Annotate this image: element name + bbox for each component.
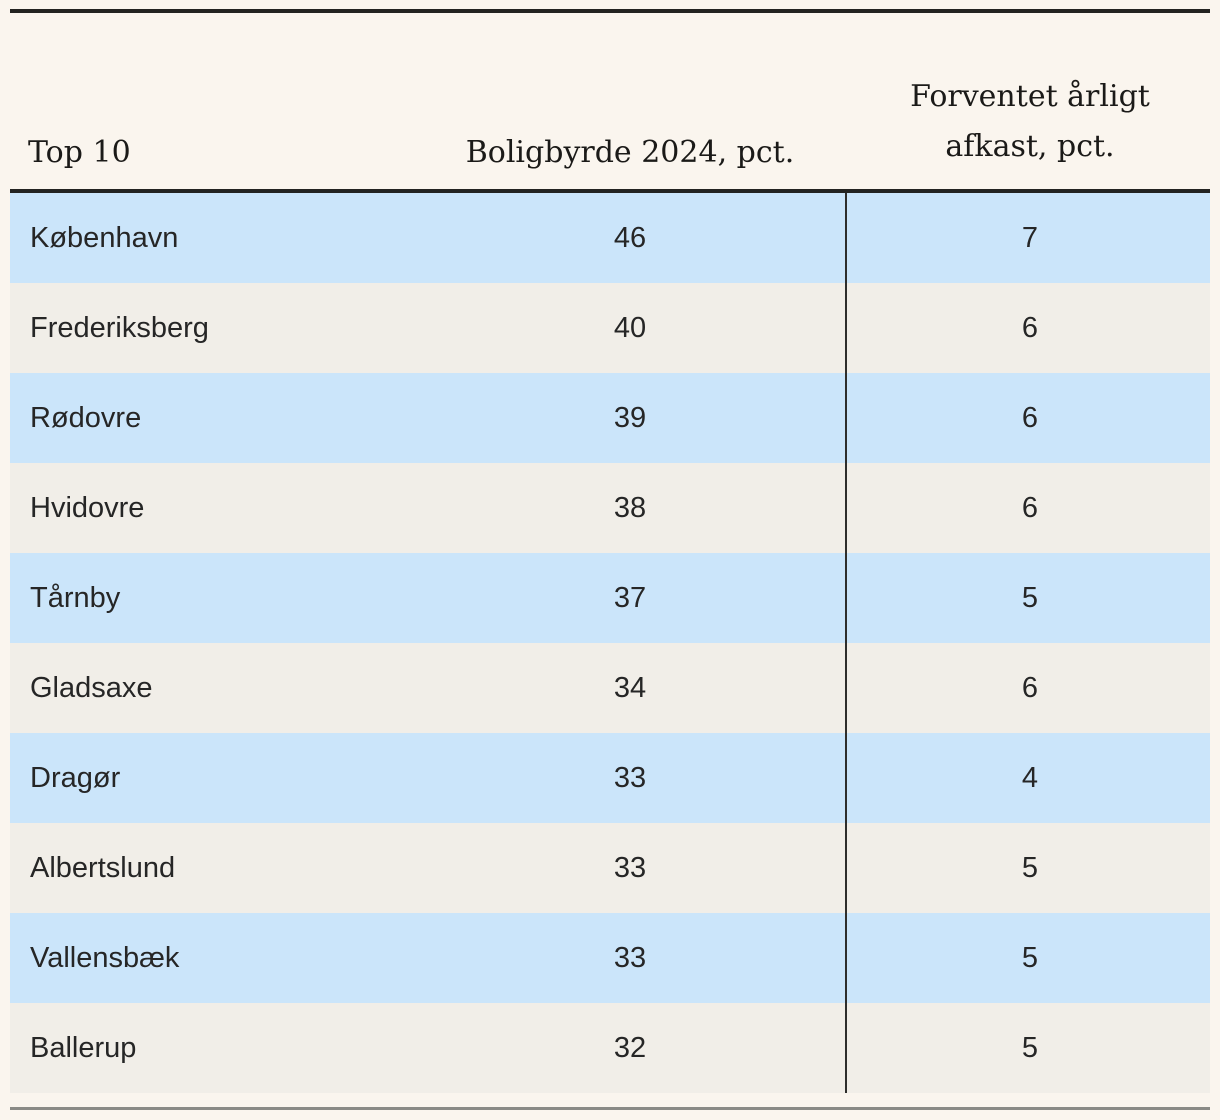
boligbyrde-value-cell: 32 (613, 1031, 647, 1064)
municipality-name-cell: Ballerup (30, 1031, 137, 1064)
table-row: Tårnby 37 5 (10, 553, 1210, 643)
afkast-value-cell: 7 (1021, 221, 1039, 254)
afkast-value-cell: 5 (1021, 1031, 1039, 1064)
municipality-name-cell: Dragør (30, 761, 121, 794)
municipality-name-cell: Albertslund (30, 851, 176, 884)
afkast-value-cell: 5 (1021, 581, 1039, 614)
afkast-value-cell: 6 (1021, 311, 1039, 344)
table-header-row: Top 10 Boligbyrde 2024, pct. Forventet å… (10, 13, 1210, 189)
boligbyrde-value-cell: 33 (613, 761, 647, 794)
table-row: Albertslund 33 5 (10, 823, 1210, 913)
boligbyrde-value-cell: 34 (613, 671, 647, 704)
column-header-afkast-line1: Forventet årligt (910, 79, 1150, 114)
column-header-afkast: Forventet årligt afkast, pct. (850, 72, 1210, 189)
boligbyrde-value-cell: 39 (613, 401, 647, 434)
table-row: Vallensbæk 33 5 (10, 913, 1210, 1003)
column-divider (845, 193, 847, 1093)
afkast-value-cell: 6 (1021, 491, 1039, 524)
table-row: Ballerup 32 5 (10, 1003, 1210, 1093)
table-row: Frederiksberg 40 6 (10, 283, 1210, 373)
table-row: Hvidovre 38 6 (10, 463, 1210, 553)
boligbyrde-value-cell: 46 (613, 221, 647, 254)
boligbyrde-value-cell: 40 (613, 311, 647, 344)
bottom-rule (10, 1107, 1210, 1110)
municipality-name-cell: Vallensbæk (30, 941, 180, 974)
municipality-name-cell: Tårnby (30, 581, 121, 614)
municipality-name-cell: Gladsaxe (30, 671, 153, 704)
column-header-boligbyrde: Boligbyrde 2024, pct. (465, 135, 795, 170)
municipality-name-cell: Hvidovre (30, 491, 145, 524)
afkast-value-cell: 5 (1021, 941, 1039, 974)
boligbyrde-value-cell: 33 (613, 941, 647, 974)
afkast-value-cell: 4 (1021, 761, 1039, 794)
municipality-name-cell: København (30, 221, 179, 254)
table-row: Dragør 33 4 (10, 733, 1210, 823)
municipality-name-cell: Rødovre (30, 401, 142, 434)
header-rule (10, 189, 1210, 193)
afkast-value-cell: 5 (1021, 851, 1039, 884)
data-table: Top 10 Boligbyrde 2024, pct. Forventet å… (10, 9, 1210, 1110)
municipality-name-cell: Frederiksberg (30, 311, 209, 344)
boligbyrde-value-cell: 33 (613, 851, 647, 884)
boligbyrde-value-cell: 37 (613, 581, 647, 614)
boligbyrde-value-cell: 38 (613, 491, 647, 524)
table-row: Gladsaxe 34 6 (10, 643, 1210, 733)
table-row: Rødovre 39 6 (10, 373, 1210, 463)
column-header-top10: Top 10 (28, 135, 131, 170)
afkast-value-cell: 6 (1021, 671, 1039, 704)
top-rule (10, 9, 1210, 13)
table-body: København 46 7 Frederiksberg 40 6 Rødovr… (10, 193, 1210, 1093)
column-header-afkast-line2: afkast, pct. (945, 128, 1115, 164)
table-row: København 46 7 (10, 193, 1210, 283)
afkast-value-cell: 6 (1021, 401, 1039, 434)
